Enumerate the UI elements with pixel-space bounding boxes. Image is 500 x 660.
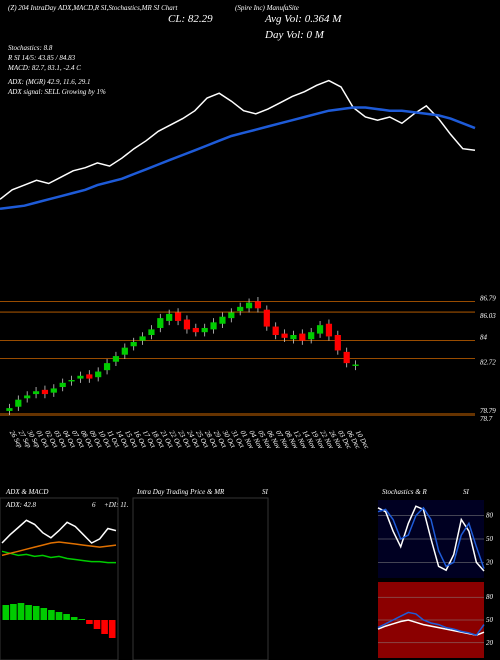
candle-body bbox=[290, 335, 297, 340]
y-tick-label: 78.79 bbox=[480, 407, 496, 415]
bar bbox=[70, 617, 78, 620]
y-tick-label: 20 bbox=[486, 639, 494, 647]
y-tick-label: 86.03 bbox=[480, 312, 496, 320]
y-tick-label: 78.7 bbox=[480, 415, 493, 423]
candle-body bbox=[86, 374, 93, 379]
day-vol: Day Vol: 0 M bbox=[264, 29, 325, 41]
candle-body bbox=[103, 363, 111, 371]
candle-body bbox=[201, 327, 208, 333]
series-line bbox=[377, 506, 485, 569]
candle-body bbox=[112, 356, 120, 362]
candle-body bbox=[24, 395, 31, 399]
candle-body bbox=[281, 333, 288, 338]
series-line bbox=[1, 541, 117, 557]
bar bbox=[108, 620, 116, 638]
close-text: CL: 82.29 bbox=[168, 13, 213, 25]
series-line bbox=[0, 79, 476, 200]
candle-body bbox=[352, 364, 359, 366]
bar bbox=[25, 605, 32, 620]
bar bbox=[63, 614, 70, 620]
bar bbox=[32, 606, 40, 620]
panel-text: ADX: 42.8 bbox=[5, 501, 36, 509]
candle-body bbox=[183, 319, 191, 330]
candle-body bbox=[263, 309, 270, 327]
candle-body bbox=[121, 347, 128, 355]
y-tick-label: 20 bbox=[486, 558, 494, 566]
bar bbox=[78, 619, 86, 620]
candle-body bbox=[308, 332, 315, 340]
candle-body bbox=[6, 408, 13, 411]
candle-body bbox=[139, 336, 146, 341]
avg-vol: Avg Vol: 0.364 M bbox=[264, 13, 342, 25]
candle-body bbox=[272, 326, 279, 335]
candle-body bbox=[299, 333, 306, 341]
y-tick-label: 50 bbox=[486, 616, 494, 624]
candle-body bbox=[32, 391, 40, 395]
panel-title: Stochastics & R bbox=[382, 488, 427, 496]
panel-frame bbox=[132, 497, 269, 660]
candle-body bbox=[148, 329, 155, 335]
bar bbox=[48, 610, 55, 620]
bar bbox=[10, 604, 17, 620]
panel-title: SI bbox=[463, 488, 470, 496]
series-line bbox=[377, 619, 485, 636]
bar bbox=[93, 620, 101, 629]
header: (Z) 204 IntraDay ADX,MACD,R SI,Stochasti… bbox=[8, 4, 178, 12]
candle-body bbox=[95, 371, 102, 378]
series-line bbox=[1, 550, 116, 564]
bar bbox=[17, 603, 25, 620]
stat: ADX: (MGR) 42.9, 11.6, 29.1 bbox=[7, 78, 91, 86]
candle-body bbox=[228, 312, 235, 319]
panel-title: SI bbox=[262, 488, 269, 496]
panel-frame bbox=[0, 497, 119, 660]
series-line bbox=[0, 106, 476, 211]
bar bbox=[55, 612, 63, 620]
candle-body bbox=[316, 325, 324, 334]
y-tick-label: 50 bbox=[486, 535, 494, 543]
candle-body bbox=[210, 322, 217, 330]
y-tick-label: 80 bbox=[486, 593, 494, 601]
candle-body bbox=[59, 382, 66, 388]
series-line bbox=[1, 519, 117, 544]
candle-body bbox=[157, 318, 164, 328]
bar bbox=[86, 620, 93, 624]
candle-body bbox=[77, 375, 84, 379]
candle-body bbox=[50, 388, 57, 393]
candle-body bbox=[166, 313, 173, 321]
stat: ADX signal: SELL Growing by 1% bbox=[7, 88, 106, 96]
candle-body bbox=[237, 306, 244, 312]
y-tick-label: 82.72 bbox=[480, 359, 496, 367]
y-tick-label: 80 bbox=[486, 512, 494, 520]
candle-body bbox=[130, 342, 137, 347]
candle-body bbox=[68, 380, 75, 382]
candle-body bbox=[343, 351, 350, 364]
candle-body bbox=[174, 312, 182, 321]
panel-text: +DI: 11. bbox=[104, 501, 129, 509]
candle-body bbox=[334, 335, 341, 351]
candle-body bbox=[192, 327, 199, 333]
bar bbox=[40, 608, 48, 620]
candle-body bbox=[245, 302, 253, 309]
stat: Stochastics: 8.8 bbox=[8, 44, 53, 52]
y-tick-label: 84 bbox=[480, 334, 488, 342]
series-line bbox=[377, 611, 485, 637]
panel-title: Intra Day Trading Price & MR bbox=[136, 488, 225, 496]
stat: R SI 14/5: 43.85 / 84.83 bbox=[7, 54, 76, 62]
bar bbox=[2, 605, 10, 620]
candle-body bbox=[254, 301, 262, 309]
candle-body bbox=[41, 389, 49, 395]
company: (Spire Inc) ManufaSite bbox=[235, 4, 299, 12]
candle-body bbox=[219, 316, 226, 324]
panel-title: ADX & MACD bbox=[5, 488, 48, 496]
candle-body bbox=[15, 399, 22, 407]
candle-body bbox=[325, 323, 333, 337]
stat: MACD: 82.7, 83.1, -2.4 C bbox=[7, 64, 81, 72]
y-tick-label: 86.79 bbox=[480, 294, 496, 302]
bar bbox=[101, 620, 108, 634]
panel-text: 6 bbox=[92, 501, 96, 509]
